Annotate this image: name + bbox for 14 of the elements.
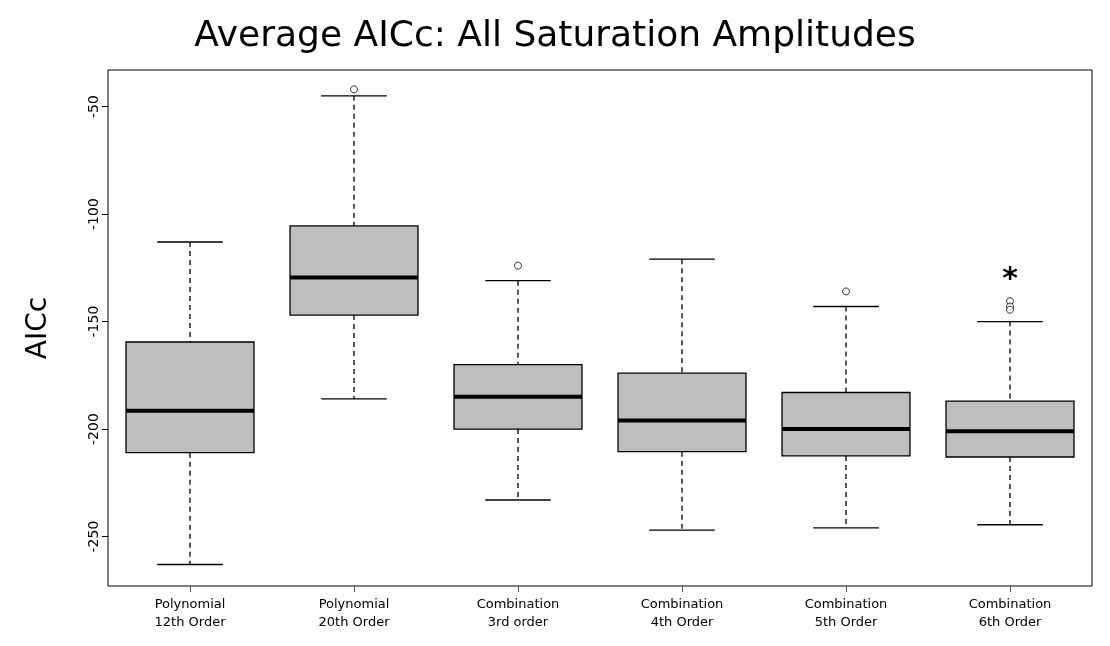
y-tick-label: -100 xyxy=(85,198,101,230)
y-tick-label: -250 xyxy=(85,520,101,553)
x-tick-label: Combination 3rd order xyxy=(476,595,560,629)
x-tick-label: Combination 4th Order xyxy=(640,595,724,629)
chart-title: Average AICc: All Saturation Amplitudes xyxy=(194,12,916,54)
y-tick-label: -50 xyxy=(85,95,101,118)
y-axis-title: AICc xyxy=(19,296,53,360)
x-tick-label: Polynomial 12th Order xyxy=(154,595,227,629)
y-tick-label: -200 xyxy=(85,413,101,445)
y-tick-label: -150 xyxy=(85,305,101,338)
x-tick-label: Combination 5th Order xyxy=(804,595,888,629)
x-tick-label: Polynomial 20th Order xyxy=(318,595,391,629)
x-tick-label: Combination 6th Order xyxy=(968,595,1052,629)
annotation: * xyxy=(1002,259,1019,295)
